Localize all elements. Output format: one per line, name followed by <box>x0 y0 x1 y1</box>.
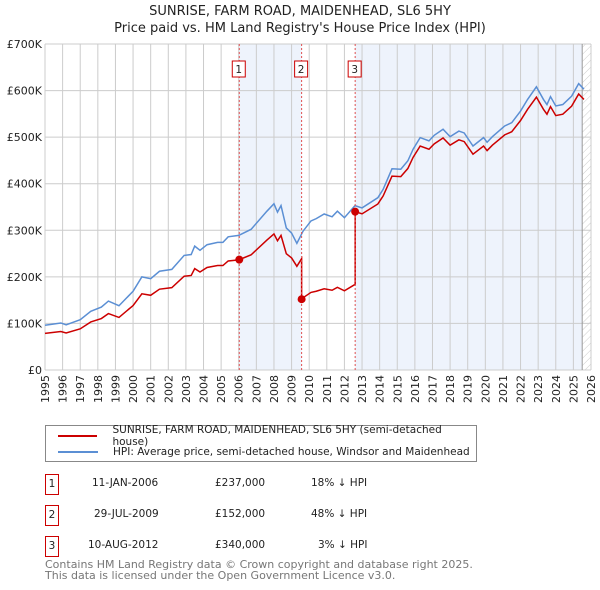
legend-item-hpi: HPI: Average price, semi-detached house,… <box>58 445 470 459</box>
x-tick-label: 2023 <box>532 375 545 403</box>
sale-point <box>351 207 360 216</box>
x-tick-label: 2017 <box>426 375 439 403</box>
x-tick-label: 2025 <box>567 375 580 403</box>
x-tick-label: 2004 <box>198 375 211 403</box>
x-tick-label: 2020 <box>479 375 492 403</box>
y-tick-label: £700K <box>7 38 43 51</box>
sale-label: 2 <box>298 64 305 76</box>
sale-label: 3 <box>351 64 358 76</box>
legend-label-hpi: HPI: Average price, semi-detached house,… <box>113 446 470 458</box>
sale-label-box <box>231 60 246 78</box>
sale-date: 11-JAN-2006 <box>92 477 159 489</box>
y-tick-label: £100K <box>7 317 43 330</box>
footer: Contains HM Land Registry data © Crown c… <box>45 559 473 581</box>
footer-licence: This data is licensed under the Open Gov… <box>45 569 396 582</box>
x-tick-label: 2006 <box>233 375 246 403</box>
legend-swatch-price <box>58 435 98 437</box>
x-tick-label: 1995 <box>39 375 52 403</box>
shaded-period <box>355 44 583 370</box>
x-tick-label: 2003 <box>180 375 193 403</box>
y-tick-label: £0 <box>28 364 42 377</box>
sale-hpi-diff: 48% ↓ HPI <box>311 508 368 520</box>
x-tick-label: 2007 <box>250 375 263 403</box>
legend: SUNRISE, FARM ROAD, MAIDENHEAD, SL6 5HY … <box>45 424 477 462</box>
x-tick-label: 2012 <box>338 375 351 403</box>
x-tick-label: 2013 <box>356 375 369 403</box>
sale-number: 2 <box>45 505 59 526</box>
footer-copyright: Contains HM Land Registry data © Crown c… <box>45 558 473 571</box>
x-tick-label: 2000 <box>127 375 140 403</box>
x-tick-label: 2014 <box>374 375 387 403</box>
x-tick-label: 2021 <box>497 375 510 403</box>
sale-label-box <box>347 60 362 78</box>
x-tick-label: 2016 <box>409 375 422 403</box>
chart-plot: 1995 1996 1997 1998 1999 2000 2001 2002 2003 2004… <box>7 38 598 403</box>
x-tick-label: 2011 <box>321 375 334 403</box>
sale-hpi-diff: 3% ↓ HPI <box>318 539 368 551</box>
sale-date: 10-AUG-2012 <box>88 539 159 551</box>
x-tick-label: 2010 <box>303 375 316 403</box>
x-tick-label: 1999 <box>109 375 122 403</box>
chart-subtitle: Price paid vs. HM Land Registry's House … <box>114 21 486 36</box>
sale-number: 3 <box>45 536 59 557</box>
x-tick-label: 2019 <box>462 375 475 403</box>
x-tick-label: 2009 <box>286 375 299 403</box>
chart-title: SUNRISE, FARM ROAD, MAIDENHEAD, SL6 5HY <box>149 4 451 19</box>
hpi-line <box>44 82 585 327</box>
x-tick-label: 2026 <box>585 375 598 403</box>
y-tick-label: £200K <box>7 271 43 284</box>
x-tick-label: 1996 <box>57 375 70 403</box>
sale-label: 1 <box>235 64 242 76</box>
sale-date: 29-JUL-2009 <box>94 508 159 520</box>
sale-number: 1 <box>45 474 59 495</box>
x-tick-label: 2005 <box>215 375 228 403</box>
sale-price: £152,000 <box>215 508 266 520</box>
forecast-hatch <box>582 44 591 370</box>
sale-price: £237,000 <box>215 477 266 489</box>
sale-point <box>235 255 244 264</box>
x-tick-label: 2022 <box>515 375 528 403</box>
x-tick-label: 2018 <box>444 375 457 403</box>
sale-hpi-diff: 18% ↓ HPI <box>311 477 368 489</box>
y-tick-label: £400K <box>7 178 43 191</box>
y-tick-label: £600K <box>7 85 43 98</box>
x-tick-label: 2002 <box>162 375 175 403</box>
sale-point <box>297 295 306 304</box>
x-tick-label: 2015 <box>391 375 404 403</box>
x-tick-label: 2001 <box>145 375 158 403</box>
x-tick-label: 1997 <box>74 375 87 403</box>
legend-label-price: SUNRISE, FARM ROAD, MAIDENHEAD, SL6 5HY … <box>112 424 442 448</box>
x-tick-label: 1998 <box>92 375 105 403</box>
y-tick-label: £300K <box>7 224 43 237</box>
sale-price: £340,000 <box>215 539 266 551</box>
legend-swatch-hpi <box>58 451 98 453</box>
y-tick-label: £500K <box>7 131 43 144</box>
legend-item-price: SUNRISE, FARM ROAD, MAIDENHEAD, SL6 5HY … <box>58 424 476 448</box>
x-tick-label: 2008 <box>268 375 281 403</box>
price-paid-line <box>44 92 585 335</box>
x-tick-label: 2024 <box>550 375 563 403</box>
sale-label-box <box>294 60 309 78</box>
